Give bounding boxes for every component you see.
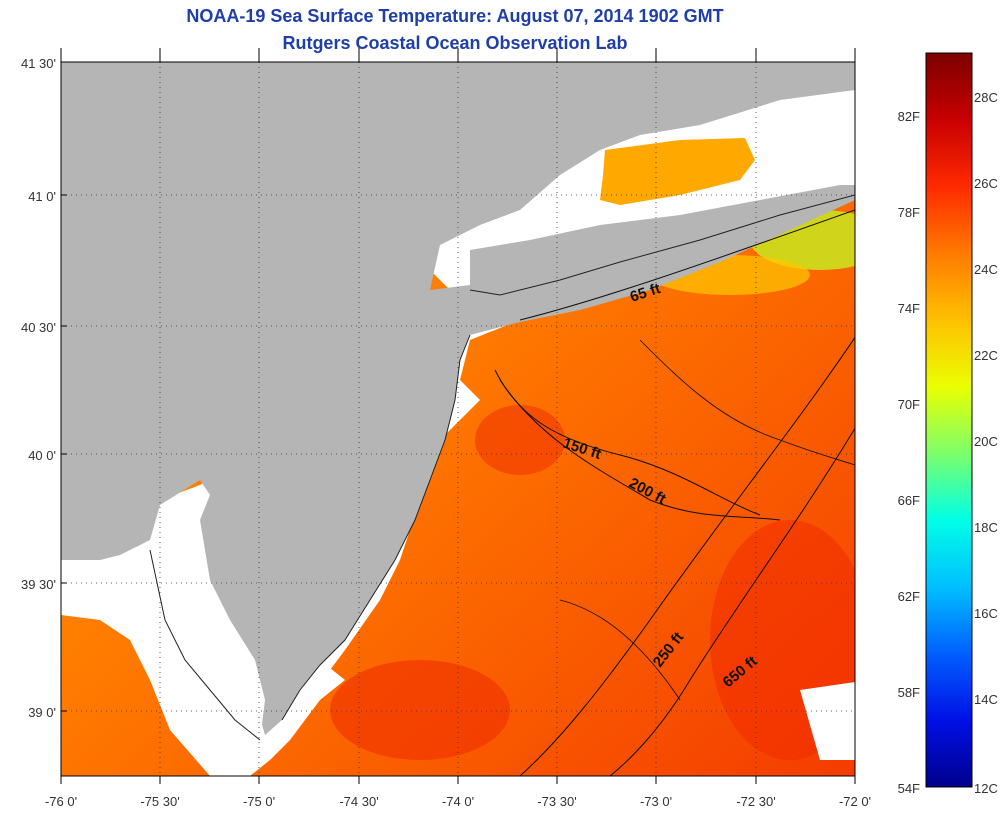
map-subtitle: Rutgers Coastal Ocean Observation Lab (282, 33, 628, 53)
axis-ticks (60, 48, 856, 784)
colorbar-c-label: 18C (974, 520, 998, 535)
colorbar-c-label: 24C (974, 262, 998, 277)
land (61, 62, 855, 735)
map-area: 65 ft 150 ft 200 ft 250 ft 650 ft (61, 62, 855, 776)
depth-contour-200ft (499, 379, 781, 521)
lon-label: -72 0' (839, 794, 871, 809)
lat-label: 39 0' (28, 705, 56, 720)
colorbar-f-label: 62F (898, 589, 920, 604)
colorbar-f-label: 82F (898, 109, 920, 124)
colorbar-c-label: 12C (974, 781, 998, 796)
coastline (281, 334, 471, 721)
colorbar-f-label: 54F (898, 781, 920, 796)
depth-contour (639, 339, 855, 466)
lat-label: 41 30' (21, 56, 56, 71)
lat-label: 39 30' (21, 577, 56, 592)
colorbar-c-label: 26C (974, 176, 998, 191)
depth-contour-650ft (609, 427, 855, 776)
lon-label: -73 30' (537, 794, 576, 809)
warm-patch (330, 660, 510, 760)
lon-label: -72 30' (736, 794, 775, 809)
warm-patch (475, 405, 565, 475)
coastline (469, 194, 855, 296)
depth-contour-250ft (519, 336, 855, 776)
lon-label: -74 0' (442, 794, 474, 809)
colorbar (925, 52, 973, 788)
lat-label: 40 30' (21, 320, 56, 335)
colorbar-f-label: 58F (898, 685, 920, 700)
long-island (470, 185, 855, 295)
colorbar-c-label: 14C (974, 692, 998, 707)
latitude-axis: 41 30' 41 0' 40 30' 40 0' 39 30' 39 0' (21, 56, 56, 720)
colorbar-celsius-scale: 28C 26C 24C 22C 20C 18C 16C 14C 12C (974, 90, 998, 796)
no-data-area (800, 682, 855, 760)
map-title: NOAA-19 Sea Surface Temperature: August … (186, 6, 724, 26)
lon-label: -76 0' (45, 794, 77, 809)
graticule (61, 62, 855, 776)
colorbar-fahrenheit-scale: 82F 78F 74F 70F 66F 62F 58F 54F (898, 109, 920, 796)
colorbar-f-label: 74F (898, 301, 920, 316)
lat-label: 40 0' (28, 448, 56, 463)
delaware-bay (150, 545, 265, 740)
lon-label: -74 30' (339, 794, 378, 809)
colorbar-f-label: 70F (898, 397, 920, 412)
lon-label: -73 0' (640, 794, 672, 809)
lon-label: -75 0' (243, 794, 275, 809)
longitude-axis: -76 0' -75 30' -75 0' -74 30' -74 0' -73… (45, 794, 871, 809)
lon-label: -75 30' (140, 794, 179, 809)
colorbar-c-label: 22C (974, 348, 998, 363)
colorbar-c-label: 16C (974, 606, 998, 621)
sound-sst (600, 138, 755, 205)
colorbar-f-label: 66F (898, 493, 920, 508)
lat-label: 41 0' (28, 189, 56, 204)
colorbar-c-label: 28C (974, 90, 998, 105)
colorbar-f-label: 78F (898, 205, 920, 220)
depth-contour (559, 599, 681, 701)
depth-contour-65ft (519, 209, 855, 321)
colorbar-c-label: 20C (974, 434, 998, 449)
coastline (149, 549, 261, 741)
